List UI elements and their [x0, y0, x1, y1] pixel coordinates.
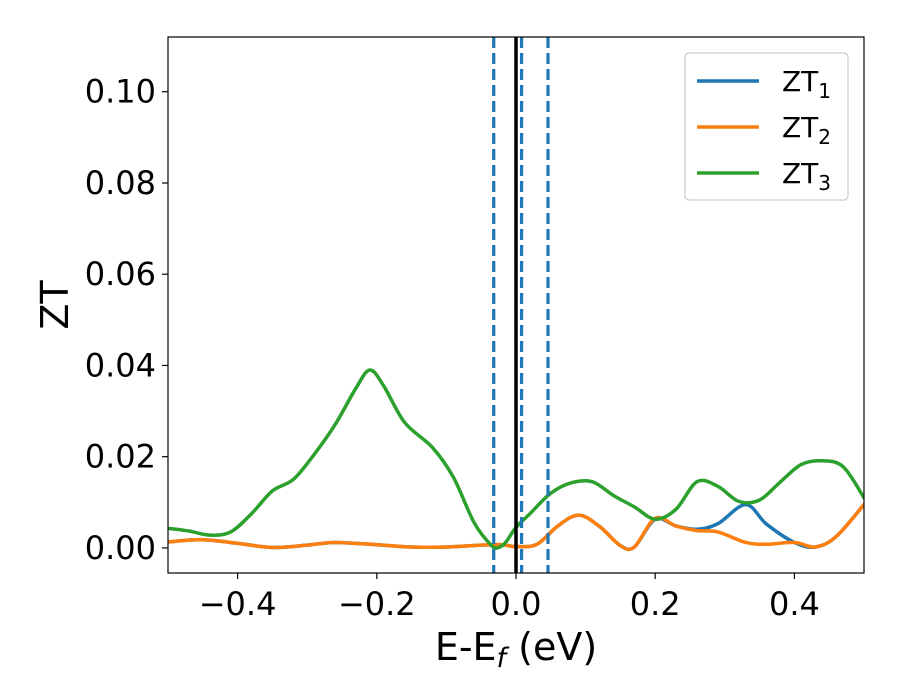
y-tick-label: 0.04: [85, 346, 156, 384]
y-axis-ticks: 0.00 0.02 0.04 0.06 0.08 0.10: [85, 73, 168, 567]
y-tick-label: 0.00: [85, 529, 156, 567]
legend-box: [684, 52, 849, 201]
y-axis-label: ZT: [33, 280, 77, 330]
y-tick-label: 0.10: [85, 73, 156, 111]
x-axis-label: E-Ef (eV): [435, 625, 597, 674]
x-tick-label: −0.2: [338, 585, 416, 623]
series-line-zt2: [168, 502, 864, 552]
legend-label-zt3: ZT3: [782, 157, 831, 195]
x-tick-label: 0.0: [491, 585, 542, 623]
y-tick-label: 0.06: [85, 255, 156, 293]
legend-label-zt1: ZT1: [782, 65, 831, 103]
y-tick-label: 0.08: [85, 164, 156, 202]
reference-lines: [492, 37, 550, 573]
series-layer: [168, 368, 864, 552]
x-tick-label: −0.4: [199, 585, 277, 623]
x-tick-label: 0.4: [769, 585, 820, 623]
x-tick-label: 0.2: [630, 585, 681, 623]
x-axis-ticks: −0.4 −0.2 0.0 0.2 0.4: [199, 573, 820, 623]
legend: ZT1 ZT2 ZT3: [684, 52, 849, 201]
series-line-zt3: [168, 368, 864, 551]
y-tick-label: 0.02: [85, 438, 156, 476]
legend-label-zt2: ZT2: [782, 111, 831, 149]
